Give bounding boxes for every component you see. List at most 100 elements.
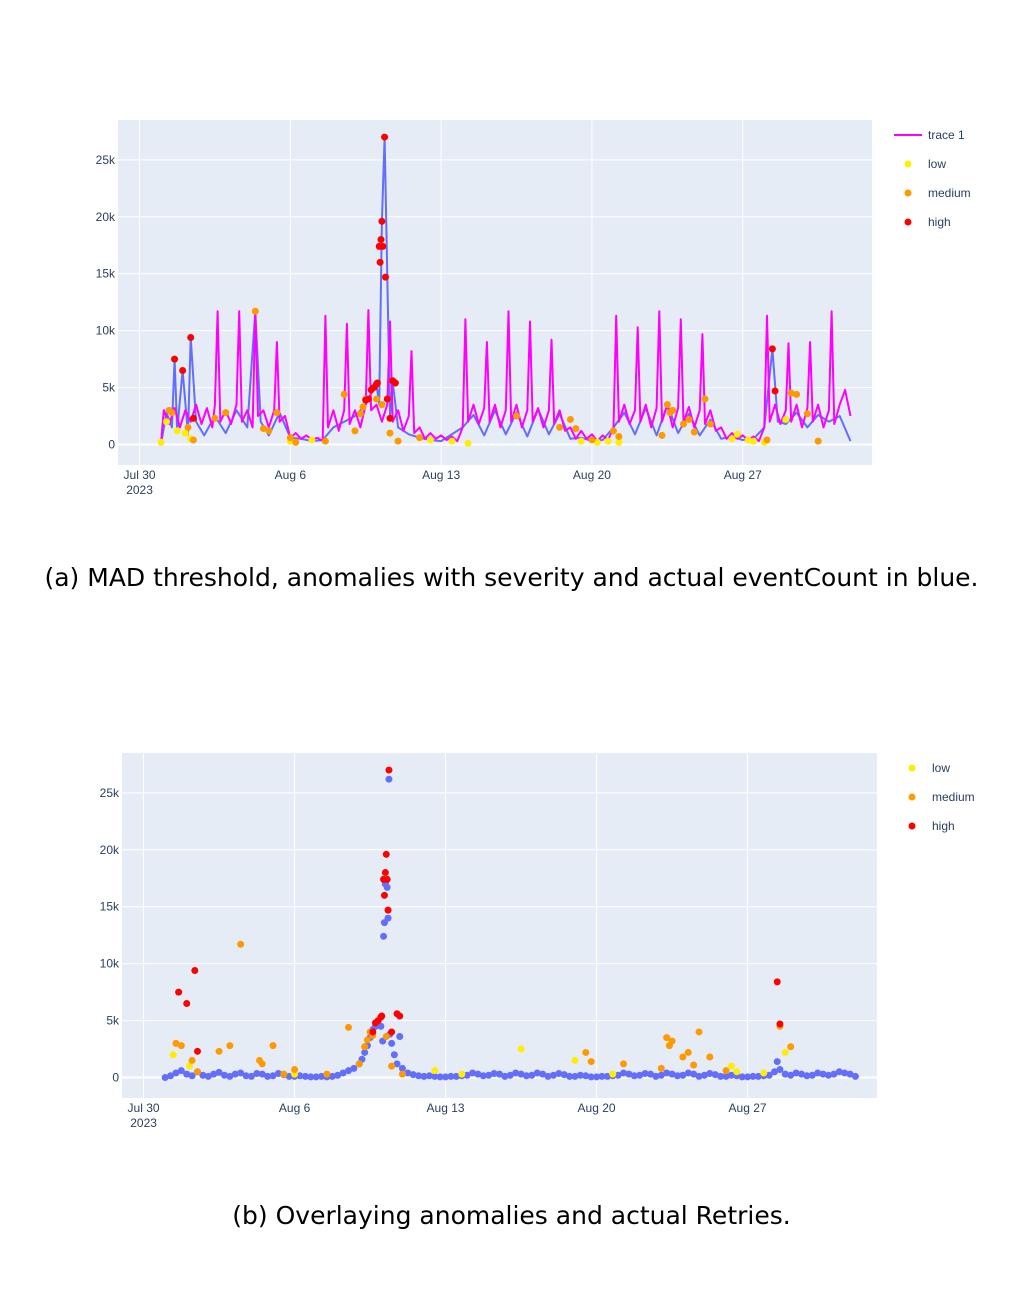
low-anomaly-point (185, 1062, 193, 1070)
medium-anomaly-point (787, 389, 795, 397)
actual-point (582, 1072, 590, 1080)
actual-point (345, 1067, 352, 1075)
actual-point (274, 1070, 282, 1078)
high-anomaly-point (171, 355, 179, 363)
actual-point (384, 914, 392, 922)
legend-label: medium (928, 186, 971, 200)
high-anomaly-point (187, 333, 195, 341)
medium-anomaly-point (373, 395, 381, 403)
medium-anomaly-point (513, 412, 521, 420)
low-anomaly-point (577, 437, 585, 445)
actual-point (425, 1072, 433, 1080)
actual-point (792, 1069, 800, 1077)
medium-anomaly-point (355, 1060, 363, 1068)
legend-item-low[interactable]: low (908, 761, 951, 775)
x-tick-label: Aug 13 (427, 1101, 465, 1115)
actual-point (210, 1070, 218, 1078)
actual-point (490, 1070, 498, 1078)
medium-anomaly-point (340, 390, 348, 398)
y-tick-label: 20k (96, 210, 116, 224)
legend-item-high[interactable]: high (908, 819, 955, 833)
actual-point (841, 1069, 849, 1077)
legend-item-trace-1[interactable]: trace 1 (894, 128, 965, 142)
legend-marker-swatch (908, 764, 916, 772)
actual-point (496, 1070, 503, 1078)
actual-point (409, 1071, 417, 1079)
actual-point (334, 1071, 342, 1079)
high-anomaly-point (388, 1028, 396, 1036)
high-anomaly-point (376, 258, 384, 266)
medium-anomaly-point (763, 436, 771, 444)
actual-point (593, 1073, 601, 1081)
actual-point (501, 1072, 509, 1080)
high-anomaly-point (384, 906, 392, 914)
actual-point (717, 1072, 725, 1080)
high-anomaly-point (378, 217, 386, 225)
medium-anomaly-point (572, 425, 580, 433)
legend-item-low[interactable]: low (904, 157, 947, 171)
legend-item-medium[interactable]: medium (908, 790, 975, 804)
low-anomaly-point (181, 429, 189, 437)
actual-point (533, 1069, 541, 1077)
actual-point (242, 1072, 250, 1080)
actual-point (695, 1072, 703, 1080)
legend-item-high[interactable]: high (904, 215, 951, 229)
legend-label: trace 1 (928, 128, 965, 142)
actual-point (215, 1068, 223, 1076)
high-anomaly-point (391, 379, 399, 387)
x-tick-label: Jul 30 (128, 1101, 160, 1115)
caption-a: (a) MAD threshold, anomalies with severi… (44, 563, 979, 592)
medium-anomaly-point (356, 410, 364, 418)
actual-point (388, 1039, 396, 1047)
actual-point (188, 1072, 196, 1080)
actual-point (431, 1072, 439, 1080)
y-tick-label: 0 (112, 1071, 119, 1085)
actual-point (452, 1072, 460, 1080)
actual-point (808, 1071, 816, 1079)
low-anomaly-point (760, 1069, 768, 1077)
low-anomaly-point (173, 427, 181, 435)
actual-point (727, 1071, 735, 1079)
actual-point (700, 1071, 708, 1079)
low-anomaly-point (615, 438, 623, 446)
medium-anomaly-point (251, 307, 259, 315)
medium-anomaly-point (363, 1036, 371, 1044)
actual-point (673, 1072, 681, 1080)
medium-anomaly-point (722, 1067, 730, 1075)
actual-point (512, 1069, 520, 1077)
medium-anomaly-point (388, 1062, 396, 1070)
actual-point (776, 1066, 784, 1074)
y-tick-label: 10k (96, 324, 116, 338)
actual-point (258, 1070, 266, 1078)
actual-point (264, 1072, 272, 1080)
actual-point (404, 1069, 412, 1077)
high-anomaly-point (381, 869, 389, 877)
actual-point (539, 1070, 547, 1078)
actual-point (781, 1070, 789, 1078)
medium-anomaly-point (657, 1064, 665, 1072)
high-anomaly-point (386, 414, 394, 422)
high-anomaly-point (179, 366, 187, 374)
x-tick-label: Aug 6 (275, 468, 307, 482)
actual-point (167, 1072, 175, 1080)
high-anomaly-point (773, 978, 781, 986)
high-anomaly-point (380, 891, 388, 899)
actual-point (652, 1072, 660, 1080)
actual-point (237, 1069, 245, 1077)
high-anomaly-point (364, 395, 372, 403)
actual-point (773, 1058, 781, 1066)
actual-point (549, 1071, 557, 1079)
low-anomaly-point (571, 1056, 579, 1064)
high-anomaly-point (771, 387, 779, 395)
x-tick-label: Aug 6 (279, 1101, 311, 1115)
medium-anomaly-point (386, 429, 394, 437)
low-anomaly-point (781, 1048, 789, 1056)
legend-item-medium[interactable]: medium (904, 186, 971, 200)
actual-point (177, 1067, 185, 1075)
medium-anomaly-point (680, 420, 687, 428)
actual-line (160, 136, 852, 444)
medium-anomaly-point (658, 431, 666, 439)
medium-anomaly-point (669, 406, 677, 414)
medium-anomaly-point (286, 434, 294, 442)
chart-panel-b: 0 5k 10k 15k 20k 25k Jul 30 2023 Aug 6 Aug 13 Aug … (0, 630, 1023, 1190)
